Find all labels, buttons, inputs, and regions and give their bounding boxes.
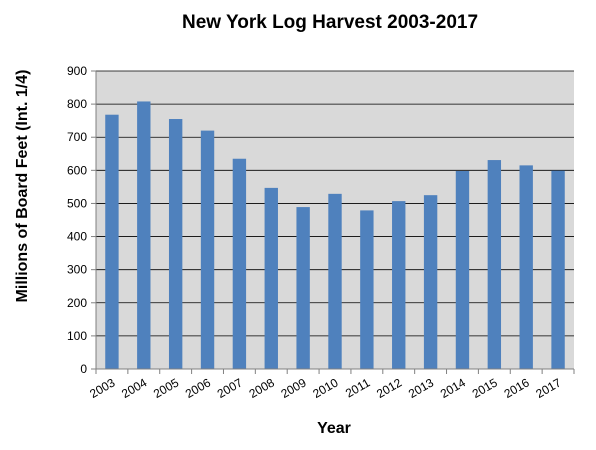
bar-2007 [232,158,247,369]
y-tick-label: 800 [67,97,87,111]
y-tick-label: 700 [67,130,87,144]
x-tick-labels: 2003 2004 2005 2006 2007 2008 2009 2010 2011 2012… [87,375,564,401]
bar-2013 [423,195,438,369]
bars [105,101,565,369]
bar-2015 [487,160,502,369]
y-tick-label: 200 [67,296,87,310]
chart-title: New York Log Harvest 2003-2017 [182,12,478,33]
x-tick-label: 2013 [406,375,436,401]
x-tick-label: 2016 [502,375,532,401]
bar-2009 [296,207,310,369]
bar-2008 [264,187,278,369]
bar-2005 [168,119,183,369]
x-tick-label: 2011 [343,375,373,400]
bar-2006 [200,130,215,369]
y-tick-label: 500 [67,196,87,210]
axes [95,71,575,374]
x-tick-label: 2006 [183,375,213,401]
x-tick-label: 2009 [279,375,309,401]
y-tick-label: 100 [67,329,87,343]
x-tick-label: 2004 [119,375,149,401]
x-tick-label: 2014 [438,375,468,401]
x-axis-label: Year [317,420,351,437]
x-tick-label: 2017 [533,375,563,401]
y-tick-label: 0 [80,362,87,376]
y-tick-labels: 0 100 200 300 400 500 600 700 800 900 [67,64,87,376]
bar-2010 [328,193,342,369]
x-tick-label: 2008 [247,375,277,401]
bar-2011 [360,210,374,369]
y-axis-label: Millions of Board Feet (Int. 1/4) [14,70,31,303]
x-tick-label: 2003 [87,375,117,401]
y-tick-label: 300 [67,263,87,277]
bar-2003 [105,114,119,369]
bar-2014 [455,170,470,369]
x-tick-label: 2005 [151,375,181,401]
bar-2016 [519,165,533,369]
y-tick-label: 600 [67,163,87,177]
x-tick-label: 2010 [310,375,340,401]
bar-2012 [392,201,406,369]
x-tick-label: 2007 [215,375,245,401]
y-tick-label: 400 [67,230,87,244]
x-tick-label: 2015 [470,375,500,401]
bar-2017 [551,170,565,369]
y-tick-label: 900 [67,64,87,78]
bar-2004 [137,101,151,369]
x-tick-label: 2012 [374,375,404,401]
